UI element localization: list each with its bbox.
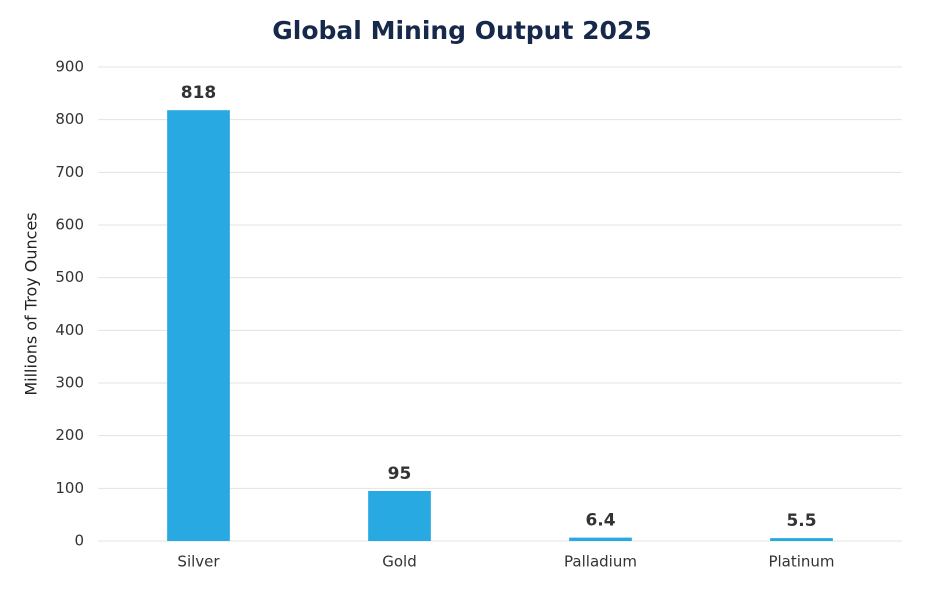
- bar: [569, 537, 632, 541]
- bar: [368, 490, 431, 541]
- value-label: 95: [388, 464, 412, 484]
- x-tick-label: Platinum: [768, 553, 834, 571]
- bar: [167, 110, 230, 541]
- y-tick-label: 900: [55, 58, 84, 76]
- x-tick-label: Gold: [382, 553, 417, 571]
- y-tick-label: 100: [55, 479, 84, 497]
- y-tick-label: 0: [74, 532, 84, 550]
- chart-title: Global Mining Output 2025: [272, 16, 651, 45]
- y-tick-label: 800: [55, 110, 84, 128]
- bar: [770, 538, 833, 541]
- y-tick-label: 500: [55, 268, 84, 286]
- value-label: 818: [181, 83, 217, 103]
- value-label: 5.5: [786, 511, 816, 531]
- y-tick-label: 600: [55, 216, 84, 234]
- y-tick-label: 700: [55, 163, 84, 181]
- value-label: 6.4: [585, 511, 615, 531]
- y-tick-label: 200: [55, 426, 84, 444]
- y-tick-label: 400: [55, 321, 84, 339]
- y-tick-label: 300: [55, 374, 84, 392]
- x-tick-label: Palladium: [564, 553, 637, 571]
- y-axis-label: Millions of Troy Ounces: [22, 212, 41, 395]
- x-tick-label: Silver: [177, 553, 220, 571]
